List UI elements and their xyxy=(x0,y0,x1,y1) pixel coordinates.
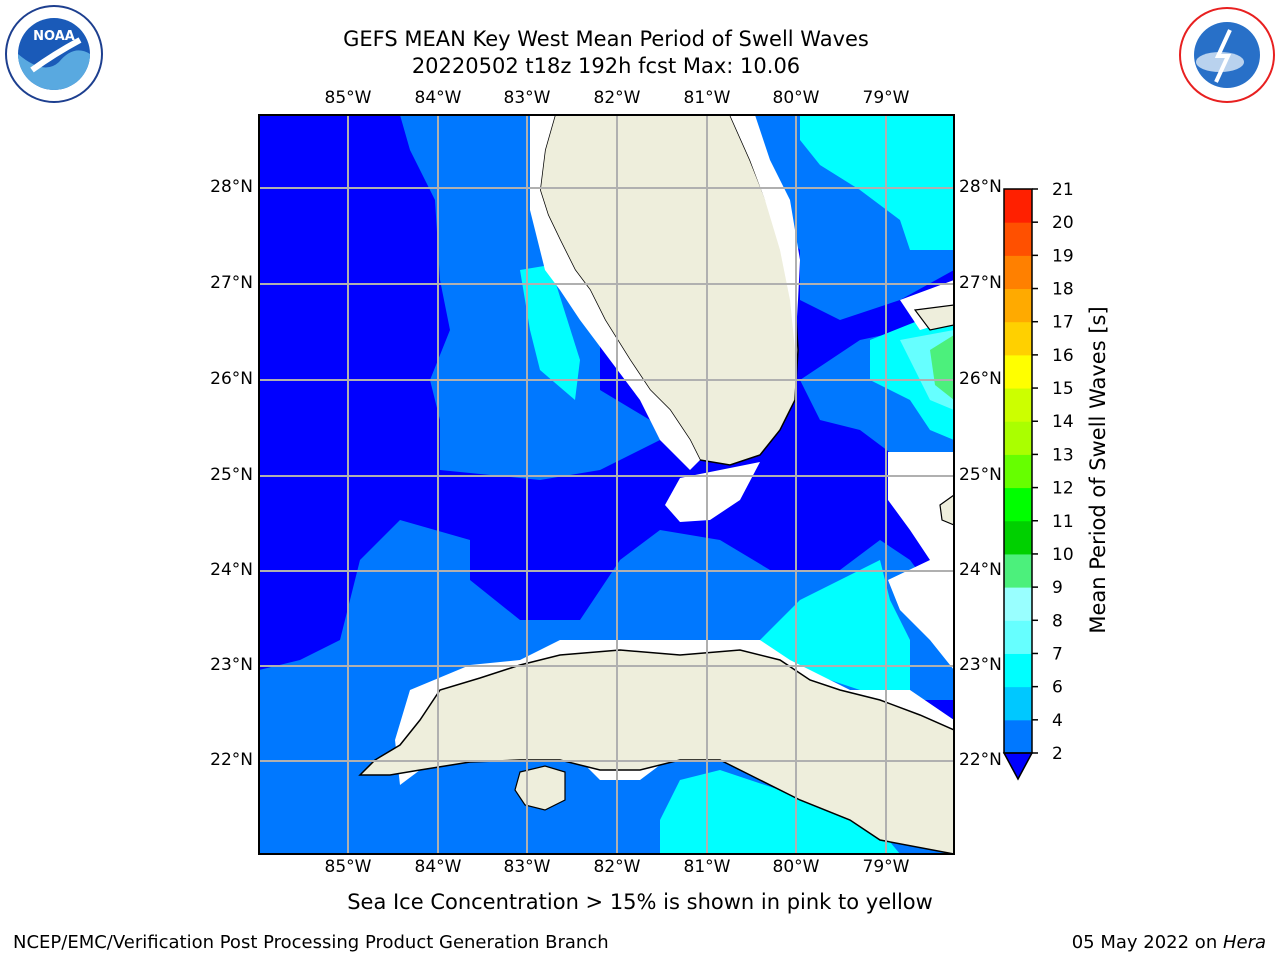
colorbar-tick-label: 13 xyxy=(1052,445,1074,465)
lon-label-bottom: 80°W xyxy=(772,857,820,877)
nodata xyxy=(530,115,700,470)
colorbar-segment xyxy=(1004,222,1032,256)
nodata xyxy=(888,452,954,560)
lon-label-bottom: 82°W xyxy=(593,857,641,877)
colorbar-segment xyxy=(1004,520,1032,555)
footer-host: Hera xyxy=(1222,932,1266,953)
colorbar-tick-label: 15 xyxy=(1052,379,1074,399)
lon-label-top: 80°W xyxy=(772,88,820,108)
colorbar-segment xyxy=(1004,553,1032,588)
swell-region xyxy=(760,560,910,690)
colorbar-segment xyxy=(1004,653,1032,688)
footer-branch: NCEP/EMC/Verification Post Processing Pr… xyxy=(13,932,609,953)
lon-label-top: 83°W xyxy=(503,88,551,108)
lat-label-right: 28°N xyxy=(959,177,1002,197)
colorbar-segment xyxy=(1004,354,1032,389)
lat-label-right: 24°N xyxy=(959,560,1002,580)
colorbar-segment xyxy=(1004,454,1032,489)
lat-label-left: 24°N xyxy=(210,560,253,580)
colorbar-segment xyxy=(1004,686,1032,721)
colorbar: 2 4 6 7 8 9 10 11 12 13 14 15 16 17 18 19 20 21 xyxy=(1002,180,1074,781)
swell-region xyxy=(660,770,900,854)
colorbar-segment xyxy=(1004,421,1032,455)
chart-title: GEFS MEAN Key West Mean Period of Swell … xyxy=(343,27,869,51)
colorbar-tick-label: 7 xyxy=(1052,644,1063,664)
nws-logo xyxy=(1179,7,1275,103)
colorbar-tick-label: 20 xyxy=(1052,213,1074,233)
lat-label-right: 23°N xyxy=(959,655,1002,675)
lon-label-bottom: 79°W xyxy=(862,857,910,877)
colorbar-frame xyxy=(1003,188,1033,754)
lon-label-bottom: 81°W xyxy=(683,857,731,877)
nodata xyxy=(888,560,954,670)
colorbar-label: Mean Period of Swell Waves [s] xyxy=(1086,306,1110,634)
colorbar-segment xyxy=(1004,288,1032,323)
colorbar-tick-label: 6 xyxy=(1052,678,1063,698)
colorbar-tick-label: 11 xyxy=(1052,512,1074,532)
colorbar-segment xyxy=(1004,487,1032,522)
lat-label-left: 25°N xyxy=(210,465,253,485)
lat-label-left: 26°N xyxy=(210,369,253,389)
colorbar-segment xyxy=(1004,620,1032,654)
lon-label-top: 82°W xyxy=(593,88,641,108)
colorbar-segment xyxy=(1004,719,1032,754)
colorbar-tick-label: 10 xyxy=(1052,545,1074,565)
lat-label-right: 27°N xyxy=(959,273,1002,293)
nodata xyxy=(730,115,800,350)
lon-label-top: 79°W xyxy=(862,88,910,108)
colorbar-tick-label: 9 xyxy=(1052,578,1063,598)
lat-label-right: 26°N xyxy=(959,369,1002,389)
lat-label-left: 28°N xyxy=(210,177,253,197)
colorbar-tick-label: 19 xyxy=(1052,246,1074,266)
colorbar-segment xyxy=(1004,587,1032,621)
colorbar-tick-label: 21 xyxy=(1052,180,1074,200)
colorbar-segment xyxy=(1004,321,1032,356)
noaa-logo-text: NOAA xyxy=(33,29,75,44)
footer-date: 05 May 2022 on Hera xyxy=(1072,932,1266,953)
colorbar-segment xyxy=(1004,255,1032,290)
lat-label-right: 22°N xyxy=(959,750,1002,770)
map-fill xyxy=(259,115,954,854)
footer-date-text: 05 May 2022 on xyxy=(1071,932,1223,953)
land-bahamas xyxy=(913,304,954,331)
swell-region xyxy=(800,115,954,250)
lat-label-right: 25°N xyxy=(959,465,1002,485)
lon-label-top: 84°W xyxy=(414,88,462,108)
colorbar-tick-label: 12 xyxy=(1052,479,1074,499)
lon-label-bottom: 83°W xyxy=(503,857,551,877)
lat-label-left: 23°N xyxy=(210,655,253,675)
map-frame xyxy=(258,114,955,855)
swell-region xyxy=(520,265,580,400)
colorbar-tick-label: 14 xyxy=(1052,412,1074,432)
swell-region xyxy=(930,335,954,400)
lon-label-bottom: 84°W xyxy=(414,857,462,877)
land-bahamas xyxy=(939,494,954,526)
colorbar-tick-label: 18 xyxy=(1052,280,1074,300)
colorbar-segment xyxy=(1004,388,1032,422)
colorbar-extend xyxy=(1002,752,1034,781)
lon-label-bottom: 85°W xyxy=(324,857,372,877)
lon-label-top: 81°W xyxy=(683,88,731,108)
colorbar-tick-label: 17 xyxy=(1052,313,1074,333)
sea-ice-caption: Sea Ice Concentration > 15% is shown in … xyxy=(347,890,933,914)
colorbar-tick-label: 2 xyxy=(1052,744,1063,764)
colorbar-segment xyxy=(1004,189,1032,223)
chart-subtitle: 20220502 t18z 192h fcst Max: 10.06 xyxy=(411,54,801,78)
colorbar-tick-label: 16 xyxy=(1052,346,1074,366)
lat-label-left: 22°N xyxy=(210,750,253,770)
lon-label-top: 85°W xyxy=(324,88,372,108)
gridlines xyxy=(259,115,954,854)
lat-label-left: 27°N xyxy=(210,273,253,293)
colorbar-tick-label: 4 xyxy=(1052,711,1063,731)
noaa-logo: NOAA xyxy=(5,5,103,103)
colorbar-tick-label: 8 xyxy=(1052,611,1063,631)
